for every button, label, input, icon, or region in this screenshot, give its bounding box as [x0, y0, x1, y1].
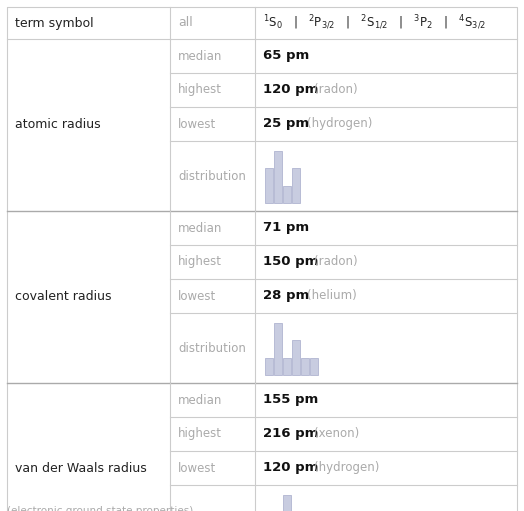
- Text: $^{1}$S$_{0}$   |   $^{2}$P$_{3/2}$   |   $^{2}$S$_{1/2}$   |   $^{3}$P$_{2}$   : $^{1}$S$_{0}$ | $^{2}$P$_{3/2}$ | $^{2}$…: [263, 14, 486, 32]
- Text: (helium): (helium): [308, 290, 357, 303]
- Bar: [265, 358, 273, 375]
- Text: median: median: [178, 50, 222, 62]
- Text: (radon): (radon): [314, 83, 357, 97]
- Text: highest: highest: [178, 256, 222, 268]
- Text: (hydrogen): (hydrogen): [308, 118, 373, 130]
- Bar: [283, 185, 291, 203]
- Bar: [301, 358, 309, 375]
- Text: 71 pm: 71 pm: [263, 221, 309, 235]
- Bar: [283, 495, 291, 511]
- Text: distribution: distribution: [178, 341, 246, 355]
- Text: (xenon): (xenon): [314, 428, 359, 440]
- Bar: [274, 151, 282, 203]
- Text: highest: highest: [178, 83, 222, 97]
- Text: median: median: [178, 393, 222, 406]
- Text: lowest: lowest: [178, 290, 216, 303]
- Text: 150 pm: 150 pm: [263, 256, 319, 268]
- Text: (radon): (radon): [314, 256, 357, 268]
- Text: distribution: distribution: [178, 170, 246, 182]
- Text: 216 pm: 216 pm: [263, 428, 319, 440]
- Text: (hydrogen): (hydrogen): [314, 461, 379, 475]
- Text: 120 pm: 120 pm: [263, 461, 319, 475]
- Text: 28 pm: 28 pm: [263, 290, 309, 303]
- Text: van der Waals radius: van der Waals radius: [15, 462, 147, 476]
- Bar: [292, 340, 300, 375]
- Bar: [265, 168, 273, 203]
- Bar: [283, 358, 291, 375]
- Text: highest: highest: [178, 428, 222, 440]
- Text: (electronic ground state properties): (electronic ground state properties): [7, 506, 193, 511]
- Bar: [274, 323, 282, 375]
- Text: atomic radius: atomic radius: [15, 119, 101, 131]
- Bar: [310, 358, 318, 375]
- Text: 25 pm: 25 pm: [263, 118, 309, 130]
- Text: 155 pm: 155 pm: [263, 393, 318, 406]
- Text: 120 pm: 120 pm: [263, 83, 319, 97]
- Text: all: all: [178, 16, 193, 30]
- Bar: [292, 168, 300, 203]
- Text: covalent radius: covalent radius: [15, 290, 112, 304]
- Text: term symbol: term symbol: [15, 16, 94, 30]
- Text: lowest: lowest: [178, 118, 216, 130]
- Text: lowest: lowest: [178, 461, 216, 475]
- Text: median: median: [178, 221, 222, 235]
- Text: 65 pm: 65 pm: [263, 50, 309, 62]
